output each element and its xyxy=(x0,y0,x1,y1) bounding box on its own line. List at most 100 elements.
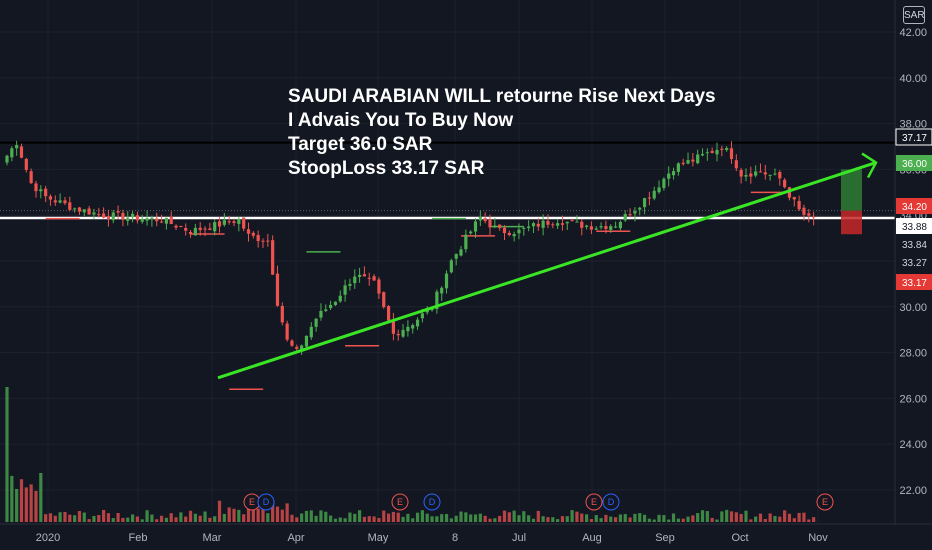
price-label-stop[interactable]: 33.17 xyxy=(896,274,932,290)
volume-bar xyxy=(768,513,772,522)
volume-bar xyxy=(10,475,14,522)
volume-bar xyxy=(647,518,651,522)
candle-body xyxy=(304,335,309,347)
long-position-box[interactable] xyxy=(841,169,862,235)
volume-bar xyxy=(483,515,487,522)
candle-body xyxy=(430,308,434,311)
event-dividend-marker[interactable] xyxy=(423,493,441,511)
candle-body xyxy=(642,198,647,208)
currency-badge[interactable]: SAR xyxy=(903,6,925,24)
volume-bar xyxy=(48,513,53,522)
candle-body xyxy=(710,150,714,153)
candle-body xyxy=(24,158,28,170)
volume-bar xyxy=(15,489,19,522)
price-label-bg xyxy=(896,218,932,234)
candle-body xyxy=(676,163,680,172)
candle-body xyxy=(681,162,685,165)
volume-bar xyxy=(758,513,763,522)
candle-body xyxy=(15,145,19,149)
volume-bar xyxy=(469,514,473,522)
event-earnings-marker[interactable] xyxy=(391,493,409,511)
volume-bar xyxy=(551,517,555,522)
event-earnings-marker[interactable] xyxy=(585,493,603,511)
time-tick-label: Apr xyxy=(287,532,304,544)
candle-body xyxy=(227,221,231,223)
time-tick-label: 8 xyxy=(452,532,458,544)
volume-bar xyxy=(507,512,511,522)
volume-bar xyxy=(271,501,275,522)
event-dividend-marker[interactable] xyxy=(602,493,620,511)
trendline-line[interactable] xyxy=(217,161,877,380)
candle-body xyxy=(179,225,183,228)
volume-bar xyxy=(357,510,362,522)
annotation-text[interactable]: SAUDI ARABIAN WILL retourne Rise Next Da… xyxy=(288,86,716,179)
time-tick-label: Aug xyxy=(582,532,602,544)
profit-zone[interactable] xyxy=(841,169,862,211)
price-axis[interactable]: 22.0024.0026.0028.0030.0032.0034.0036.00… xyxy=(894,0,932,550)
price-label-resistance[interactable]: 37.17 xyxy=(895,128,932,146)
volume-bar xyxy=(787,513,792,522)
candle-body xyxy=(246,229,251,234)
candle-body xyxy=(391,319,395,334)
volume-bar xyxy=(309,510,313,522)
price-label-target[interactable]: 36.00 xyxy=(896,155,932,171)
candle-body xyxy=(222,220,226,225)
candle-body xyxy=(329,304,333,309)
candle-body xyxy=(729,148,734,160)
annotation-line-3: Target 36.0 SAR xyxy=(288,134,433,155)
event-dividend-marker[interactable] xyxy=(257,493,275,511)
candle-body xyxy=(647,197,651,199)
price-tick-label: 42.00 xyxy=(899,27,927,39)
candle-body xyxy=(469,231,473,234)
volume-bar xyxy=(613,517,618,522)
time-tick-label: Mar xyxy=(203,532,222,544)
price-label-plain[interactable]: 33.27 xyxy=(896,254,932,270)
candle-body xyxy=(618,221,623,229)
time-tick-label: Sep xyxy=(655,532,675,544)
candle-body xyxy=(705,152,709,154)
event-letter: D xyxy=(608,497,615,507)
volume-bar xyxy=(618,514,623,522)
candle-body xyxy=(58,200,62,203)
price-label-support[interactable]: 33.88 xyxy=(896,218,932,234)
trendline-arrow-head xyxy=(861,152,878,179)
price-label-entry[interactable]: 34.20 xyxy=(896,198,932,214)
event-earnings-marker[interactable] xyxy=(816,493,834,511)
volume-bar xyxy=(304,510,309,522)
volume-bar xyxy=(343,518,347,522)
candle-body xyxy=(589,226,594,230)
volume-bar xyxy=(657,514,661,522)
candle-body xyxy=(565,221,569,224)
loss-zone[interactable] xyxy=(841,210,862,235)
candle-body xyxy=(483,218,487,222)
price-label-text: 33.88 xyxy=(902,222,927,233)
volume-bar xyxy=(498,515,502,522)
price-label-bg xyxy=(895,128,932,146)
volume-bar xyxy=(140,519,144,522)
volume-bar xyxy=(251,500,255,522)
candle-body xyxy=(213,222,217,232)
candle-body xyxy=(527,226,531,228)
candle-body xyxy=(459,249,463,256)
trendline[interactable] xyxy=(217,152,878,380)
price-label-last[interactable]: 33.84 xyxy=(896,236,932,252)
candle-body xyxy=(174,225,178,228)
volume-bar xyxy=(353,513,357,522)
volume-bar xyxy=(227,507,231,522)
candle-body xyxy=(575,221,579,223)
volume-bar xyxy=(391,511,395,522)
volume-bar xyxy=(642,514,647,522)
candle-body xyxy=(691,159,695,162)
volume-bar xyxy=(652,519,656,522)
candle-body xyxy=(68,202,72,210)
candle-body xyxy=(763,172,767,175)
volume-bar xyxy=(242,514,246,522)
time-axis[interactable]: 2020 Feb Mar Apr May 8 Jul Aug Sep Oct Nov xyxy=(0,523,932,550)
volume-bar xyxy=(783,510,787,522)
volume-bar xyxy=(599,518,603,522)
candle-body xyxy=(73,208,77,210)
candle-body xyxy=(478,216,482,221)
